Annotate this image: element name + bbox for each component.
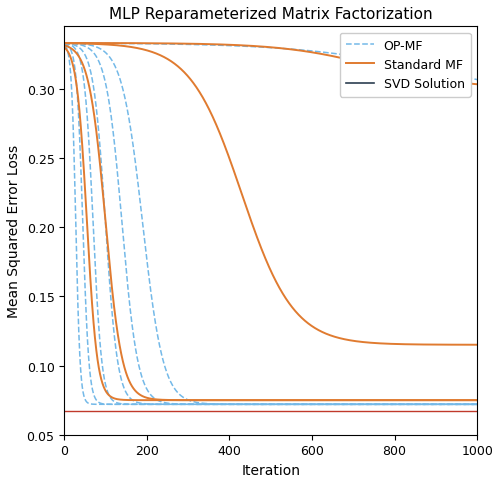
Standard MF (474, 82, 480, 88)
OP-MF (474, 402, 480, 408)
Standard MF (466, 81, 472, 87)
SVD Solution (62, 408, 68, 414)
Y-axis label: Mean Squared Error Loss: Mean Squared Error Loss (7, 145, 21, 318)
Standard MF (61, 41, 67, 47)
Legend: OP-MF, Standard MF, SVD Solution: OP-MF, Standard MF, SVD Solution (340, 33, 471, 97)
X-axis label: Iteration: Iteration (241, 463, 300, 477)
OP-MF (220, 401, 226, 407)
Standard MF (422, 75, 428, 81)
Standard MF (220, 43, 226, 48)
SVD Solution (61, 408, 67, 414)
Standard MF (108, 41, 114, 47)
OP-MF (133, 164, 139, 169)
OP-MF (422, 402, 428, 408)
OP-MF (466, 402, 472, 408)
Line: Standard MF: Standard MF (64, 44, 477, 85)
OP-MF (108, 58, 114, 63)
Title: MLP Reparameterized Matrix Factorization: MLP Reparameterized Matrix Factorization (109, 7, 432, 22)
Line: OP-MF: OP-MF (64, 44, 477, 405)
Standard MF (133, 41, 139, 47)
OP-MF (238, 402, 244, 408)
OP-MF (61, 41, 67, 47)
Standard MF (238, 43, 244, 49)
